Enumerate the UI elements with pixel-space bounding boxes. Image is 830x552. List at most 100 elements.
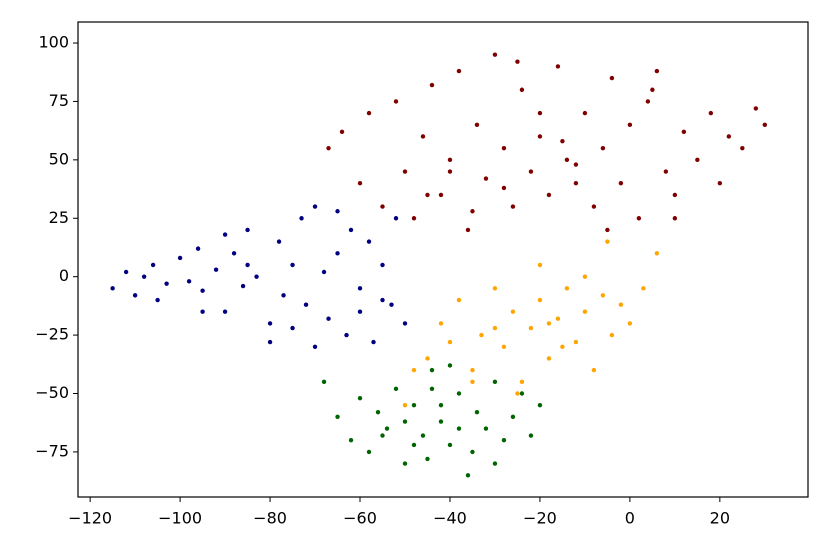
point [254,274,259,279]
point [510,414,516,420]
point [483,426,489,431]
point [420,134,426,139]
point [447,442,453,448]
point [110,286,115,291]
point [708,110,714,116]
point [501,438,507,443]
point [438,192,444,198]
point [438,321,444,326]
point [447,157,453,163]
point [375,409,381,415]
point [519,379,525,385]
point [312,204,318,209]
point [528,325,534,331]
point [492,379,498,385]
y-tick-label: 25 [49,208,69,227]
point [411,367,417,373]
point [438,419,444,424]
point [402,461,408,466]
point [672,216,678,221]
point [195,246,201,251]
point [402,402,408,408]
point [411,442,417,448]
point [537,297,543,303]
y-tick-label: 50 [49,149,69,168]
point [605,239,610,244]
point [420,433,426,438]
point [245,262,250,268]
x-tick-label: 0 [625,509,635,528]
point [636,216,642,221]
point [627,122,633,128]
point [564,286,570,291]
point [335,251,340,256]
point [560,344,565,349]
point [429,386,435,392]
point [425,356,430,361]
plot-frame [77,21,809,498]
point [573,181,579,186]
point [618,302,624,307]
point [339,129,345,135]
point [515,59,520,64]
point [245,227,250,233]
point [555,316,561,321]
point [456,426,462,431]
point [573,339,579,345]
point [492,286,498,291]
x-tick-label: −120 [68,509,112,528]
point [600,293,606,298]
point [456,297,462,303]
point [456,68,462,74]
point [366,110,372,116]
point [618,181,624,186]
point [411,402,417,408]
point [515,391,520,396]
point [492,461,498,466]
point [654,68,660,74]
point [600,145,606,151]
point [609,75,615,81]
x-tick-label: −60 [343,509,377,528]
point [429,82,435,88]
point [447,339,453,345]
point [573,162,579,167]
point [470,379,475,385]
point [492,325,498,331]
point [645,99,651,104]
point [510,309,516,314]
point [164,281,169,286]
point [560,138,565,144]
point [650,87,655,92]
point [537,110,543,116]
point [389,302,394,307]
point [425,456,430,462]
point [150,262,156,268]
point [393,386,399,392]
x-tick-label: 20 [710,509,730,528]
y-tick-label: 75 [49,91,69,110]
point [582,110,588,116]
point [357,181,363,186]
point [492,52,498,57]
point [402,169,408,174]
point [326,316,331,321]
point [380,433,385,438]
point [348,227,354,233]
point [582,274,588,279]
point [222,232,228,237]
point [186,279,192,284]
point [411,216,417,221]
y-tick-label: −50 [35,383,69,402]
point [357,286,363,291]
point [393,99,399,104]
point [380,262,385,268]
point [681,129,687,135]
point [465,473,471,478]
point [425,192,430,198]
point [564,157,570,163]
point [290,262,295,268]
point [483,176,489,181]
x-tick-label: −20 [523,509,557,528]
